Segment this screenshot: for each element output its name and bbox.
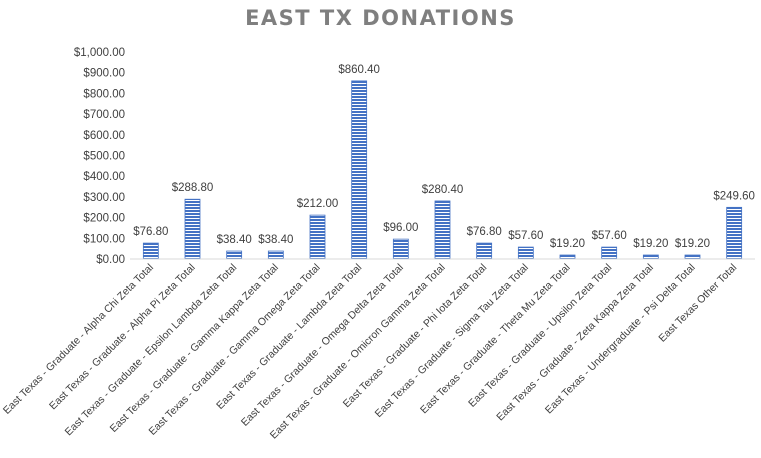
bar xyxy=(309,214,326,260)
data-label: $38.40 xyxy=(258,234,293,246)
x-tick-label: East Texas - Graduate - Epsilon Lambda Z… xyxy=(63,262,240,439)
data-label: $19.20 xyxy=(675,238,710,250)
y-tick-label: $500.00 xyxy=(83,151,125,163)
y-tick-label: $300.00 xyxy=(83,192,125,204)
x-tick-label: East Texas Other Total xyxy=(656,262,739,345)
y-tick-label: $200.00 xyxy=(83,213,125,225)
data-label: $860.40 xyxy=(338,64,380,76)
x-tick-label: East Texas - Graduate - Zeta Kappa Zeta … xyxy=(494,262,656,424)
data-label: $96.00 xyxy=(383,222,418,234)
data-label: $57.60 xyxy=(508,230,543,242)
bar xyxy=(434,200,451,260)
y-tick-label: $1,000.00 xyxy=(74,47,125,59)
bar xyxy=(684,254,701,260)
y-tick-label: $100.00 xyxy=(83,233,125,245)
bar xyxy=(267,250,284,260)
y-tick-label: $900.00 xyxy=(83,68,125,80)
bar xyxy=(559,254,576,260)
y-tick-label: $700.00 xyxy=(83,109,125,121)
x-tick-label: East Texas - Graduate - Upsilon Zeta Tot… xyxy=(466,262,614,410)
bar xyxy=(726,206,743,260)
data-label: $19.20 xyxy=(550,238,585,250)
y-tick-label: $400.00 xyxy=(83,171,125,183)
chart-title: EAST TX DONATIONS xyxy=(245,6,516,30)
data-label: $19.20 xyxy=(633,238,668,250)
x-tick-label: East Texas - Undergraduate - Psi Delta T… xyxy=(543,262,698,417)
x-tick-label: East Texas - Graduate - Theta Mu Zeta To… xyxy=(418,262,573,417)
bar xyxy=(642,254,659,260)
bar xyxy=(601,246,618,260)
bars xyxy=(142,80,743,260)
bar xyxy=(184,198,201,260)
data-label: $76.80 xyxy=(133,226,168,238)
data-label: $76.80 xyxy=(467,226,502,238)
data-label: $280.40 xyxy=(422,184,464,196)
data-label: $288.80 xyxy=(172,182,214,194)
bar xyxy=(226,250,243,260)
bar xyxy=(476,242,493,260)
data-labels: $76.80 $288.80 $38.40 $38.40 $212.00 $860.40 $… xyxy=(133,64,755,250)
data-label: $249.60 xyxy=(713,190,755,202)
bar xyxy=(392,238,409,260)
y-tick-label: $0.00 xyxy=(96,254,125,266)
bar xyxy=(517,246,534,260)
x-tick-label: East Texas - Graduate - Alpha Chi Zeta T… xyxy=(1,262,156,417)
data-label: $57.60 xyxy=(592,230,627,242)
x-tick-label: East Texas - Graduate - Phi Iota Zeta To… xyxy=(341,262,490,411)
bar xyxy=(142,242,159,260)
y-tick-label: $800.00 xyxy=(83,88,125,100)
x-tick-label: East Texas - Graduate - Lambda Zeta Tota… xyxy=(214,262,364,412)
x-tick-label: East Texas - Graduate - Alpha Pi Zeta To… xyxy=(47,262,198,413)
x-tick-label: East Texas - Graduate - Sigma Tau Zeta T… xyxy=(373,262,531,420)
x-axis-labels: East Texas - Graduate - Alpha Chi Zeta T… xyxy=(1,262,739,442)
data-label: $212.00 xyxy=(297,198,339,210)
data-label: $38.40 xyxy=(217,234,252,246)
bar xyxy=(351,80,368,260)
y-axis-labels: $0.00 $100.00 $200.00 $300.00 $400.00 $500.00… xyxy=(74,47,125,266)
y-tick-label: $600.00 xyxy=(83,130,125,142)
